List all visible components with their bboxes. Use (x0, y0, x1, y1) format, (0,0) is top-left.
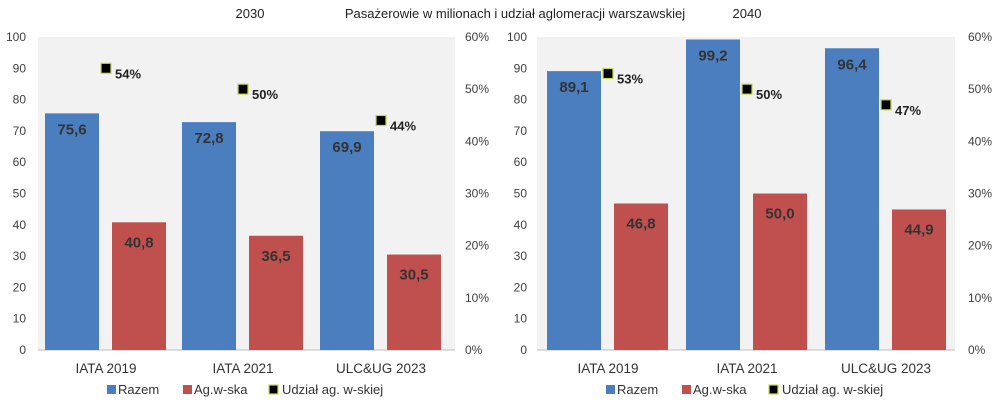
legend-label: Ag.w-ska (693, 382, 747, 397)
y-tick-label: 100 (6, 30, 26, 44)
y-tick-label: 50 (514, 187, 528, 201)
bar-razem (825, 48, 879, 350)
y-tick-label: 30 (514, 249, 528, 263)
x-tick-label: ULC&UG 2023 (336, 361, 426, 376)
y2-tick-label: 20% (465, 239, 489, 253)
bar-agw (387, 254, 441, 350)
x-tick-label: IATA 2019 (75, 361, 136, 376)
bar-razem (686, 39, 740, 351)
y2-tick-label: 40% (465, 134, 489, 148)
data-label-razem: 75,6 (57, 121, 86, 138)
panel-title: 2030 (236, 6, 265, 21)
bar-agw (892, 209, 946, 350)
legend-swatch (183, 385, 192, 394)
data-label-agw: 40,8 (124, 234, 153, 251)
data-label-agw: 44,9 (904, 221, 933, 238)
legend-swatch (268, 384, 279, 395)
y-tick-label: 10 (13, 312, 27, 326)
marker-udzial (741, 83, 753, 95)
marker-udzial (375, 114, 387, 127)
chart-panel-2040: 2040 0 10 20 30 40 50 60 70 80 90 100 0% 10% 20% 30% 40%… (507, 6, 992, 397)
legend-swatch (107, 385, 116, 394)
y2-tick-label: 30% (465, 187, 489, 201)
y-tick-label: 0 (520, 343, 527, 357)
y2-tick-label: 0% (465, 343, 483, 357)
y-tick-label: 30 (13, 249, 27, 263)
marker-udzial (237, 83, 249, 95)
legend-label: Udział ag. w-skiej (782, 382, 883, 397)
bar-agw (753, 193, 807, 350)
x-tick-label: IATA 2021 (212, 361, 273, 376)
y-tick-label: 10 (514, 312, 528, 326)
marker-udzial (880, 99, 892, 111)
y-tick-label: 40 (514, 218, 528, 232)
legend-swatch (606, 385, 615, 394)
data-label-agw: 36,5 (261, 248, 290, 265)
main-title: Pasażerowie w milionach i udział aglomer… (345, 6, 685, 21)
bar-razem (45, 113, 99, 350)
y-tick-label: 50 (13, 187, 27, 201)
y-tick-label: 60 (13, 155, 27, 169)
y-tick-label: 20 (514, 280, 528, 294)
y-tick-label: 20 (13, 280, 27, 294)
legend-label: Udział ag. w-skiej (282, 382, 383, 397)
y-tick-label: 60 (514, 155, 528, 169)
y2-tick-label: 20% (968, 239, 992, 253)
y-tick-label: 100 (507, 30, 527, 44)
data-label-razem: 69,9 (332, 139, 361, 156)
y2-tick-label: 10% (968, 291, 992, 305)
y-tick-label: 90 (13, 61, 27, 75)
y-tick-label: 80 (514, 93, 528, 107)
data-label-udzial: 50% (756, 87, 782, 102)
data-label-agw: 30,5 (399, 267, 428, 284)
y2-tick-label: 10% (465, 291, 489, 305)
data-label-razem: 72,8 (194, 130, 223, 147)
y-tick-label: 70 (13, 124, 27, 138)
y2-tick-label: 30% (968, 187, 992, 201)
y2-tick-label: 40% (968, 134, 992, 148)
data-label-agw: 50,0 (765, 206, 794, 223)
data-label-udzial: 54% (115, 66, 141, 81)
legend-label: Razem (118, 382, 159, 397)
y-tick-label: 70 (514, 124, 528, 138)
x-tick-label: ULC&UG 2023 (841, 361, 931, 376)
bar-razem (182, 122, 236, 350)
data-label-razem: 96,4 (837, 56, 867, 73)
legend-swatch (682, 385, 691, 394)
x-tick-label: IATA 2019 (577, 361, 638, 376)
y-tick-label: 80 (13, 93, 27, 107)
y-tick-label: 40 (13, 218, 27, 232)
legend-swatch (768, 384, 779, 395)
data-label-udzial: 50% (252, 87, 278, 102)
y2-tick-label: 50% (465, 82, 489, 96)
bar-razem (320, 131, 374, 350)
bar-agw (249, 235, 303, 350)
chart-panel-2030: 203001020304050607080901000%10%20%30%40%… (6, 6, 489, 397)
marker-udzial (602, 67, 614, 80)
legend-label: Razem (617, 382, 658, 397)
data-label-udzial: 47% (895, 103, 921, 118)
data-label-razem: 89,1 (559, 79, 588, 96)
y2-tick-label: 0% (968, 343, 986, 357)
bar-razem (547, 71, 601, 350)
data-label-udzial: 53% (617, 72, 643, 87)
bar-agw (112, 222, 166, 350)
panel-title: 2040 (733, 6, 762, 21)
y2-tick-label: 50% (968, 82, 992, 96)
y-tick-label: 90 (514, 61, 528, 75)
data-label-razem: 99,2 (698, 48, 727, 65)
marker-udzial (100, 62, 112, 74)
y2-tick-label: 60% (465, 30, 489, 44)
data-label-udzial: 44% (390, 118, 416, 133)
x-tick-label: IATA 2021 (716, 361, 777, 376)
data-label-agw: 46,8 (626, 216, 655, 233)
legend-label: Ag.w-ska (194, 382, 248, 397)
y-tick-label: 0 (19, 343, 26, 357)
y2-tick-label: 60% (968, 30, 992, 44)
bar-agw (614, 203, 668, 350)
